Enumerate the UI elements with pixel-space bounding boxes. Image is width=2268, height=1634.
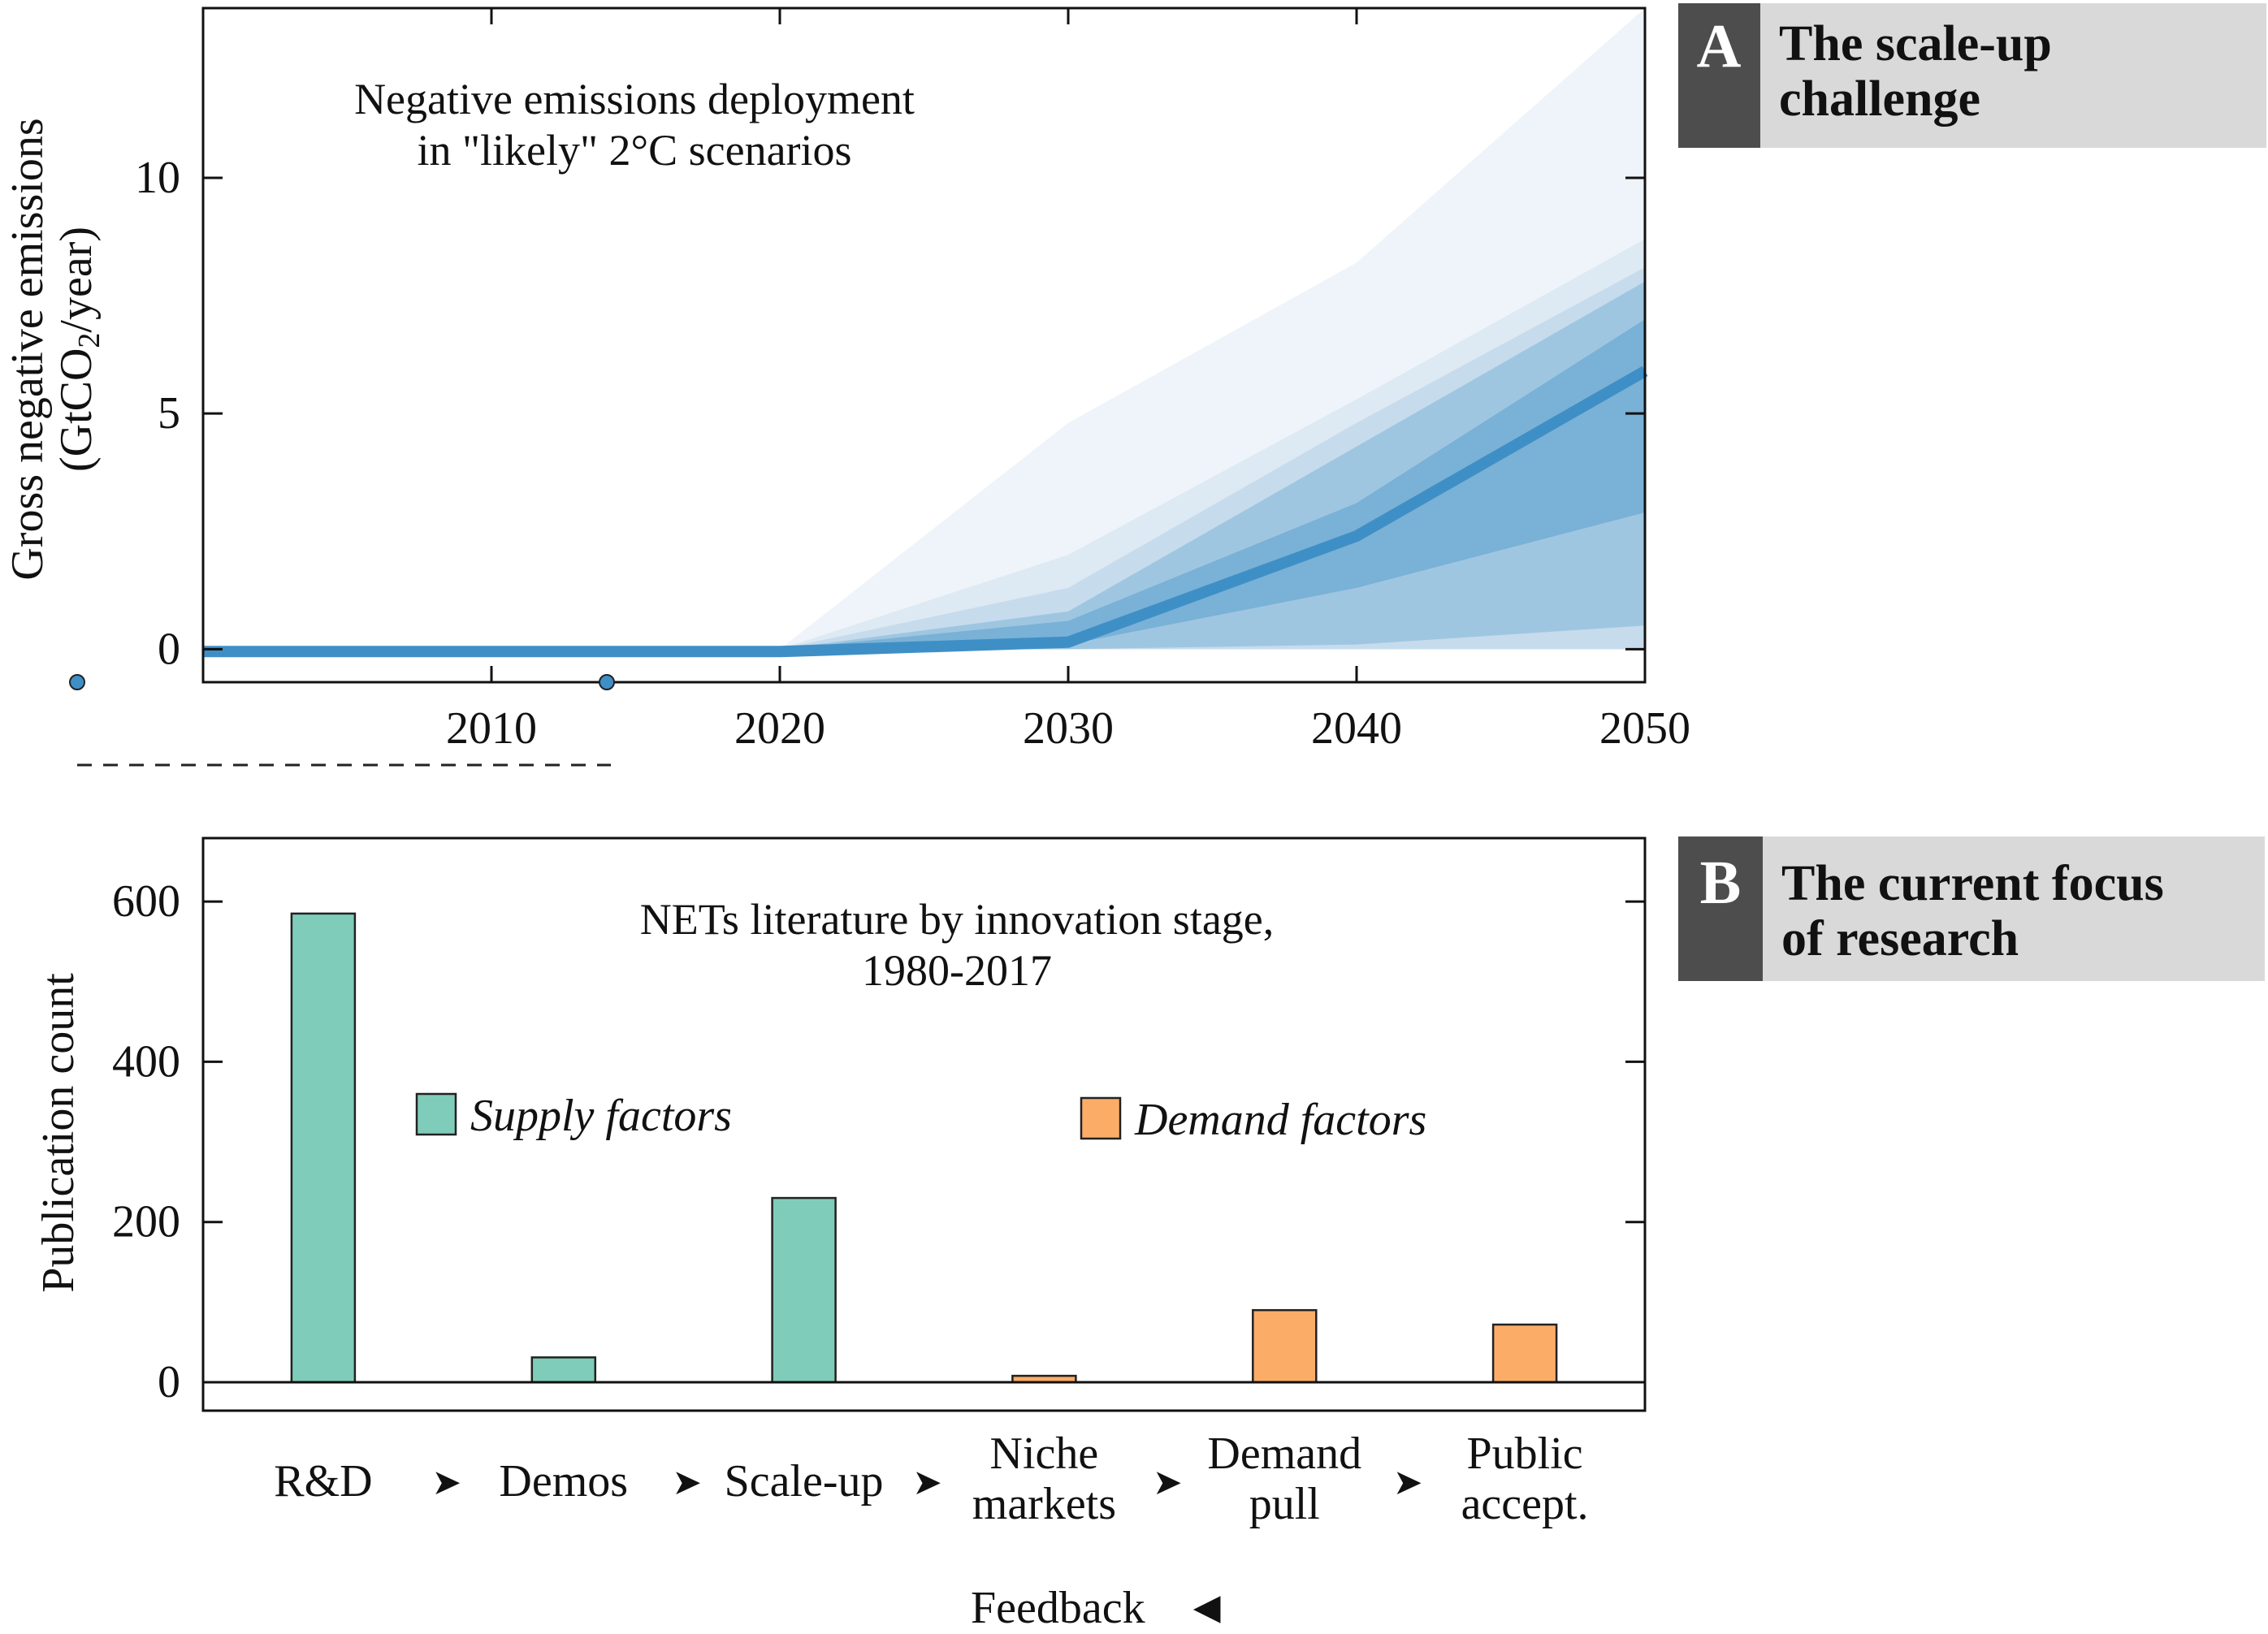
panel-b-y-axis: 0 200 400 600 [112,876,1645,1407]
panel-b-header: B The current focus of research [1678,836,2265,981]
panel-a-y-axis-title: Gross negative emissions [2,118,53,580]
stage-arrow-icon: ➤ [672,1463,702,1502]
legend-label-demand: Demand factors [1134,1095,1426,1145]
y-tick-label: 5 [158,388,180,439]
category-label: pull [1249,1479,1320,1529]
panel-b-letter-bg [1678,836,1763,981]
panel-b-heading-line-1: The current focus [1781,856,2164,911]
legend-supply: Supply factors [415,1091,732,1141]
y-axis-unit: (GtCO2/year) [51,227,106,472]
panel-b-frame [201,836,1647,1412]
panel-a-header-bg [1678,3,2266,148]
stage-arrow-icon: ➤ [912,1463,942,1502]
panel-b-heading-line-2: of research [1781,911,2019,966]
x-tick-label: 2050 [1599,703,1690,754]
legend-swatch-supply [415,1092,457,1136]
panel-b-y-axis-title: Publication count [33,973,84,1293]
feedback-label: Feedback ◄ [971,1583,1229,1633]
legend-demand: Demand factors [1080,1095,1426,1145]
panel-b-bars [203,912,1645,1384]
category-label: markets [972,1479,1116,1529]
panel-b-title-line-1: NETs literature by innovation stage, [640,895,1275,944]
panel-a-heading-line-1: The scale-up [1779,16,2052,71]
bar-demand-pull [1252,1308,1318,1384]
y-tick-label: 10 [135,153,180,203]
panel-b-letter: B [1700,849,1742,917]
panel-a-title-line-2: in "likely" 2°C scenarios [417,126,851,175]
panel-a-frame [201,6,1647,684]
panel-a-letter: A [1697,12,1742,80]
y-tick-label: 0 [158,1357,180,1407]
y-tick-label: 600 [112,876,180,927]
stage-arrow-icon: ➤ [431,1463,461,1502]
y-axis-title: Publication count [33,973,84,1293]
y-tick-label: 400 [112,1036,180,1087]
panel-b-chart: 0 200 400 600 R&D Demos ➤ Scale-up ➤ Nichemarket… [33,836,1647,1633]
bar-demos [530,1356,597,1384]
panel-a-y-axis: 0 5 10 [135,153,1645,674]
feedback-text: Feedback [971,1583,1145,1633]
marker-dot [599,674,615,690]
x-tick-label: 2020 [734,703,825,754]
panel-b-title-line-2: 1980-2017 [862,946,1052,995]
category-label: Scale-up [725,1456,884,1506]
category-label: Demos [499,1456,628,1506]
category-label: accept. [1461,1479,1589,1529]
bar-scale-up [771,1196,837,1384]
legend-swatch-demand [1080,1096,1122,1140]
panel-a-y-axis-unit: (GtCO2/year) [51,227,106,472]
x-tick-label: 2040 [1311,703,1402,754]
panel-b-header-bg [1678,836,2265,981]
stage-arrow-icon: ➤ [1393,1463,1423,1502]
bar-r-d [290,912,357,1384]
category-label: Demand [1207,1429,1361,1479]
category-label: Public [1467,1429,1583,1479]
marker-dot [69,674,85,690]
median-line [203,365,1648,658]
y-tick-label: 0 [158,624,180,674]
panel-a-x-axis: 2010 2020 2030 2040 2050 [446,8,1690,754]
bar-public-accept- [1491,1323,1558,1384]
category-label: Niche [990,1429,1099,1479]
x-tick-label: 2030 [1023,703,1114,754]
panel-a-heading-line-2: challenge [1779,71,1980,127]
y-tick-label: 200 [112,1197,180,1247]
category-label: R&D [274,1456,372,1506]
y-axis-title-line-1: Gross negative emissions [2,118,53,580]
panel-a-title-line-1: Negative emissions deployment [354,75,915,123]
panel-a-header: A The scale-up challenge [1678,3,2266,148]
stage-arrow-icon: ➤ [1153,1463,1183,1502]
legend-label-supply: Supply factors [470,1091,732,1141]
panel-a-chart: 2010 2020 2030 2040 2050 0 5 10 Negative emiss… [2,6,1690,767]
feedback-arrow-icon: ◄ [1184,1583,1229,1633]
x-tick-label: 2010 [446,703,537,754]
panel-a-letter-bg [1678,3,1760,148]
